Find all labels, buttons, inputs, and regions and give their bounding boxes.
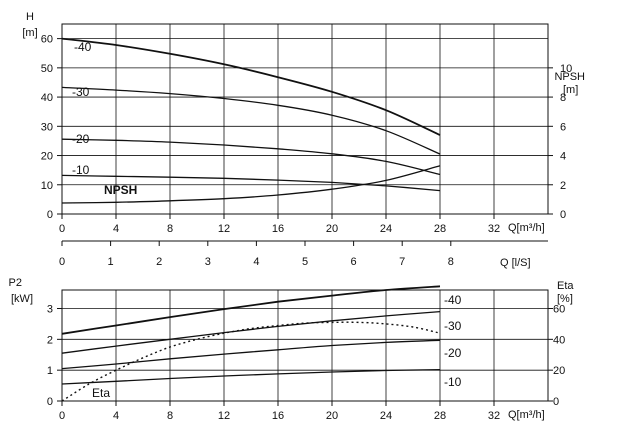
power-grid xyxy=(61,289,549,402)
npsh-axis-label: NPSH xyxy=(554,71,585,83)
y-tick-label: 0 xyxy=(47,209,53,221)
y2-tick-label: 60 xyxy=(553,304,565,316)
y-tick-label: 1 xyxy=(47,365,53,377)
series-line-minus20 xyxy=(61,138,441,176)
y-tick-label: 20 xyxy=(41,151,53,163)
y-tick-label: 30 xyxy=(41,121,53,133)
head-curves xyxy=(61,37,441,204)
flow-ls-axis: 0 1 2 3 4 5 6 7 8 xyxy=(59,240,548,268)
y-tick-label: 60 xyxy=(41,34,53,46)
power-panel: P2 [kW] Eta [%] 0 4 8 12 16 20 24 28 32012302040… xyxy=(9,277,575,422)
head-y-label: H xyxy=(26,11,34,23)
series-line-minus30 xyxy=(61,86,441,155)
x-tick-label: 24 xyxy=(380,223,392,235)
eta-axis-label: Eta xyxy=(557,280,574,292)
head-grid xyxy=(61,23,549,215)
series-label: -30 xyxy=(72,85,90,99)
x-tick-label: 32 xyxy=(488,223,500,235)
x-tick-label: 6 xyxy=(351,256,357,268)
x-tick-label: 0 xyxy=(59,256,65,268)
head-panel: H [m] NPSH [m] 0 4 8 12 16 20 24 28 320102030405… xyxy=(22,11,585,235)
x-tick-label: 8 xyxy=(167,410,173,422)
x-tick-label: 12 xyxy=(218,410,230,422)
series-line-minus20 xyxy=(61,339,441,370)
panel-frame xyxy=(61,289,549,402)
series-line-minus40 xyxy=(61,285,441,335)
y2-tick-label: 6 xyxy=(560,121,566,133)
y2-tick-label: 10 xyxy=(560,63,572,75)
y2-tick-label: 0 xyxy=(553,396,559,408)
x-tick-label: 20 xyxy=(326,410,338,422)
series-line-eta xyxy=(61,321,441,402)
x-tick-label: 2 xyxy=(156,256,162,268)
y-tick-label: 50 xyxy=(41,63,53,75)
power-series-labels: -40 -30 -20 -10 Eta xyxy=(92,293,462,400)
eta-curve-label: Eta xyxy=(92,386,110,400)
flow-ls-x-label: Q [l/S] xyxy=(500,257,531,269)
x-tick-label: 4 xyxy=(113,223,119,235)
x-tick-label: 4 xyxy=(113,410,119,422)
head-series-labels: -40 -30 -20 -10 NPSH xyxy=(72,40,137,197)
series-label: -30 xyxy=(444,319,462,333)
y-tick-label: 40 xyxy=(41,92,53,104)
x-tick-label: 8 xyxy=(167,223,173,235)
y2-tick-label: 40 xyxy=(553,334,565,346)
series-line-npsh xyxy=(61,165,441,204)
head-y-unit: [m] xyxy=(22,27,37,39)
x-tick-label: 3 xyxy=(205,256,211,268)
x-tick-label: 4 xyxy=(253,256,259,268)
x-tick-label: 20 xyxy=(326,223,338,235)
x-tick-label: 28 xyxy=(434,223,446,235)
npsh-curve-label: NPSH xyxy=(104,183,137,197)
x-tick-label: 12 xyxy=(218,223,230,235)
y-tick-label: 3 xyxy=(47,304,53,316)
series-label: -10 xyxy=(72,163,90,177)
y-tick-label: 10 xyxy=(41,180,53,192)
series-label: -20 xyxy=(444,346,462,360)
y2-tick-label: 20 xyxy=(553,365,565,377)
x-tick-label: 24 xyxy=(380,410,392,422)
y2-tick-label: 2 xyxy=(560,180,566,192)
eta-axis-unit: [%] xyxy=(557,293,573,305)
x-tick-label: 0 xyxy=(59,223,65,235)
series-label: -10 xyxy=(444,375,462,389)
x-tick-label: 1 xyxy=(108,256,114,268)
x-tick-label: 28 xyxy=(434,410,446,422)
y-tick-label: 2 xyxy=(47,334,53,346)
x-tick-label: 0 xyxy=(59,410,65,422)
series-label: -20 xyxy=(72,132,90,146)
power-x-label: Q[m³/h] xyxy=(508,409,545,421)
series-line-minus40 xyxy=(61,37,441,136)
flow-ls-panel: 0 1 2 3 4 5 6 7 8 Q [l/S] xyxy=(59,240,548,269)
series-line-minus10 xyxy=(61,174,441,192)
power-y-unit: [kW] xyxy=(11,293,33,305)
x-tick-label: 32 xyxy=(488,410,500,422)
x-tick-label: 16 xyxy=(272,410,284,422)
x-tick-label: 8 xyxy=(448,256,454,268)
power-y-label: P2 xyxy=(9,277,22,289)
x-tick-label: 5 xyxy=(302,256,308,268)
series-line-minus30 xyxy=(61,310,441,354)
series-label: -40 xyxy=(74,40,92,54)
y2-tick-label: 4 xyxy=(560,151,566,163)
series-line-minus10 xyxy=(61,368,441,385)
x-tick-label: 7 xyxy=(399,256,405,268)
series-label: -40 xyxy=(444,293,462,307)
y2-tick-label: 0 xyxy=(560,209,566,221)
x-tick-label: 16 xyxy=(272,223,284,235)
y-tick-label: 0 xyxy=(47,396,53,408)
npsh-axis-unit: [m] xyxy=(563,84,578,96)
head-x-label: Q[m³/h] xyxy=(508,222,545,234)
power-curves xyxy=(61,285,441,402)
y2-tick-label: 8 xyxy=(560,92,566,104)
